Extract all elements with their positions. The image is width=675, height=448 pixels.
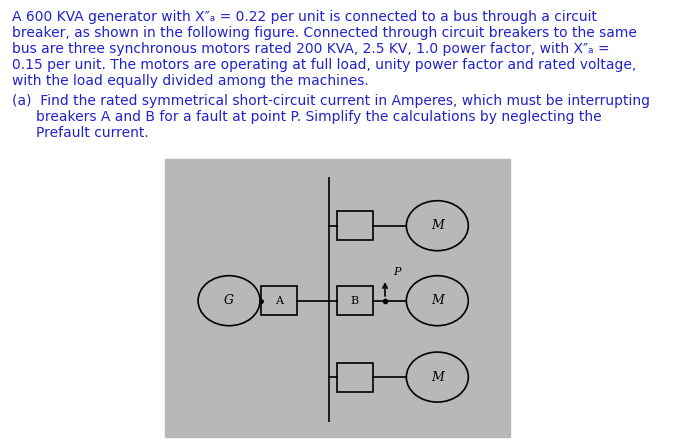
Text: (a)  Find the rated symmetrical short-circuit current in Amperes, which must be : (a) Find the rated symmetrical short-cir…	[12, 94, 650, 108]
Text: P: P	[393, 267, 400, 277]
Bar	[337, 286, 373, 315]
Text: B: B	[350, 296, 359, 306]
Text: M: M	[431, 219, 443, 232]
Bar	[165, 159, 510, 437]
Text: A 600 KVA generator with X″ₐ = 0.22 per unit is connected to a bus through a cir: A 600 KVA generator with X″ₐ = 0.22 per …	[12, 10, 597, 24]
Bar	[337, 211, 373, 240]
Text: G: G	[224, 294, 234, 307]
Text: breakers A and B for a fault at point P. Simplify the calculations by neglecting: breakers A and B for a fault at point P.…	[36, 110, 602, 124]
Text: bus are three synchronous motors rated 200 KVA, 2.5 KV, 1.0 power factor, with X: bus are three synchronous motors rated 2…	[12, 42, 610, 56]
Text: M: M	[431, 370, 443, 383]
Bar	[337, 362, 373, 392]
Text: Prefault current.: Prefault current.	[36, 126, 149, 140]
Text: breaker, as shown in the following figure. Connected through circuit breakers to: breaker, as shown in the following figur…	[12, 26, 637, 40]
Text: A: A	[275, 296, 283, 306]
Text: M: M	[431, 294, 443, 307]
Text: with the load equally divided among the machines.: with the load equally divided among the …	[12, 74, 369, 88]
Bar	[261, 286, 297, 315]
Text: 0.15 per unit. The motors are operating at full load, unity power factor and rat: 0.15 per unit. The motors are operating …	[12, 58, 637, 72]
